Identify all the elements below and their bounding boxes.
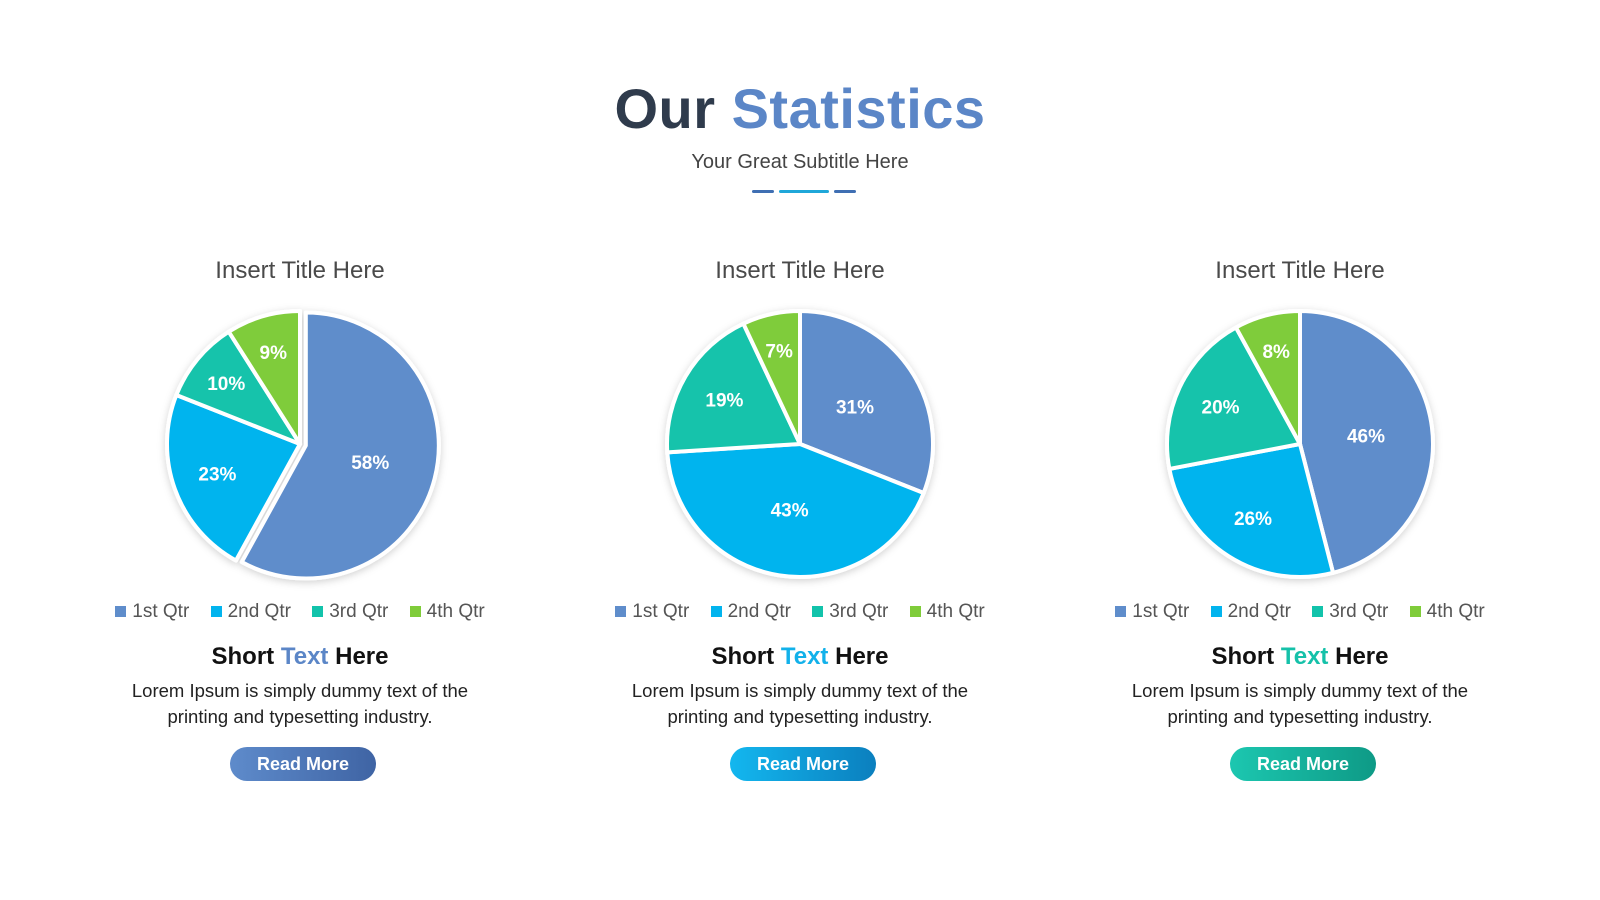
legend-label: 4th Qtr xyxy=(426,601,485,622)
legend-label: 1st Qtr xyxy=(1132,601,1190,622)
title-divider xyxy=(752,190,860,194)
stat-panel-1: Insert Title Here 58% 23% 10% 9% 1st Qtr 2n… xyxy=(80,250,520,790)
pie-slice-1st-qtr xyxy=(1298,309,1435,575)
short-title-a: Short xyxy=(711,643,775,670)
pie-data-label: 7% xyxy=(765,342,793,363)
legend-item-q2: 2nd Qtr xyxy=(210,600,291,624)
short-title-accent: Text xyxy=(780,643,829,670)
legend-item-q1: 1st Qtr xyxy=(615,600,689,624)
read-more-button[interactable]: Read More xyxy=(730,747,876,781)
pie-slice-3rd-qtr xyxy=(665,321,802,455)
short-title-accent: Text xyxy=(1280,643,1329,670)
short-title: Short Text Here xyxy=(1080,642,1520,672)
legend-swatch xyxy=(1312,606,1324,617)
short-title-c: Here xyxy=(835,643,889,670)
legend-swatch xyxy=(409,606,421,617)
short-title-a: Short xyxy=(211,643,275,670)
pie-slice-4th-qtr xyxy=(741,309,802,446)
legend-label: 3rd Qtr xyxy=(1329,601,1389,622)
legend-label: 2nd Qtr xyxy=(727,601,791,622)
legend-swatch xyxy=(1115,606,1127,617)
pie-data-label: 31% xyxy=(836,398,874,419)
legend-swatch xyxy=(210,606,222,617)
pie-slice-4th-qtr xyxy=(1233,309,1302,446)
legend-label: 2nd Qtr xyxy=(227,601,291,622)
stat-panel-2: Insert Title Here 31% 43% 19% 7% 1st Qtr 2n… xyxy=(580,250,1020,790)
pie-data-label: 9% xyxy=(260,343,288,364)
legend-item-q2: 2nd Qtr xyxy=(710,600,791,624)
legend-swatch xyxy=(615,606,627,617)
legend-swatch xyxy=(1409,606,1421,617)
pie-slice-2nd-qtr xyxy=(165,393,302,563)
legend-item-q2: 2nd Qtr xyxy=(1210,600,1291,624)
legend-swatch xyxy=(710,606,722,617)
pie-slice-4th-qtr xyxy=(226,309,302,446)
panel-description: Lorem Ipsum is simply dummy text of the … xyxy=(131,680,469,727)
divider-segment-center xyxy=(779,190,829,193)
stat-panel-3: Insert Title Here 46% 26% 20% 8% 1st Qtr 2n… xyxy=(1080,250,1520,790)
pie-slice-1st-qtr xyxy=(798,309,935,495)
chart-title: Insert Title Here xyxy=(1215,257,1385,284)
legend-label: 1st Qtr xyxy=(132,601,190,622)
legend-swatch xyxy=(312,606,324,617)
page-title-part1: Our xyxy=(614,77,716,140)
pie-chart-3: 46% 26% 20% 8% xyxy=(1165,309,1435,579)
pie-slice-2nd-qtr xyxy=(1167,442,1336,579)
pie-chart-2: 31% 43% 19% 7% xyxy=(665,309,935,579)
pie-slice-2nd-qtr xyxy=(665,442,926,579)
read-more-button[interactable]: Read More xyxy=(230,747,376,781)
chart-title: Insert Title Here xyxy=(715,257,885,284)
pie-data-label: 43% xyxy=(771,501,809,522)
legend-item-q3: 3rd Qtr xyxy=(312,600,388,624)
divider-segment-left xyxy=(752,190,774,193)
legend-item-q1: 1st Qtr xyxy=(115,600,189,624)
pie-data-label: 10% xyxy=(207,374,245,395)
pie-slice-3rd-qtr xyxy=(1165,325,1302,471)
pie-data-label: 8% xyxy=(1262,342,1290,363)
page-title: Our Statistics xyxy=(0,76,1600,142)
pie-data-label: 46% xyxy=(1347,427,1385,448)
legend-item-q3: 3rd Qtr xyxy=(812,600,888,624)
panel-description: Lorem Ipsum is simply dummy text of the … xyxy=(631,680,969,727)
legend-item-q4: 4th Qtr xyxy=(409,600,485,624)
short-title: Short Text Here xyxy=(580,642,1020,672)
short-title-a: Short xyxy=(1211,643,1275,670)
page-subtitle: Your Great Subtitle Here xyxy=(691,151,909,173)
panel-description: Lorem Ipsum is simply dummy text of the … xyxy=(1131,680,1469,727)
pie-data-label: 20% xyxy=(1202,398,1240,419)
read-more-button[interactable]: Read More xyxy=(1230,747,1376,781)
legend-label: 3rd Qtr xyxy=(829,601,889,622)
short-title-c: Here xyxy=(335,643,389,670)
pie-chart-1: 58% 23% 10% 9% xyxy=(165,309,441,581)
legend-swatch xyxy=(115,606,127,617)
legend-swatch xyxy=(812,606,824,617)
short-title-accent: Text xyxy=(280,643,329,670)
chart-legend: 1st Qtr 2nd Qtr 3rd Qtr 4th Qtr xyxy=(1080,600,1520,624)
legend-label: 3rd Qtr xyxy=(329,601,389,622)
pie-data-label: 26% xyxy=(1234,509,1272,530)
legend-label: 1st Qtr xyxy=(632,601,690,622)
short-title-c: Here xyxy=(1335,643,1389,670)
pie-data-label: 23% xyxy=(198,465,236,486)
legend-label: 4th Qtr xyxy=(926,601,985,622)
legend-item-q1: 1st Qtr xyxy=(1115,600,1189,624)
legend-label: 2nd Qtr xyxy=(1227,601,1291,622)
legend-label: 4th Qtr xyxy=(1426,601,1485,622)
chart-legend: 1st Qtr 2nd Qtr 3rd Qtr 4th Qtr xyxy=(80,600,520,624)
legend-swatch xyxy=(909,606,921,617)
legend-item-q4: 4th Qtr xyxy=(1409,600,1485,624)
page-title-part2: Statistics xyxy=(731,77,986,140)
legend-item-q4: 4th Qtr xyxy=(909,600,985,624)
pie-data-label: 58% xyxy=(351,453,389,474)
pie-slice-1st-qtr xyxy=(239,310,441,581)
chart-legend: 1st Qtr 2nd Qtr 3rd Qtr 4th Qtr xyxy=(580,600,1020,624)
legend-swatch xyxy=(1210,606,1222,617)
divider-segment-right xyxy=(834,190,856,193)
short-title: Short Text Here xyxy=(80,642,520,672)
chart-title: Insert Title Here xyxy=(215,257,385,284)
pie-data-label: 19% xyxy=(705,390,743,411)
legend-item-q3: 3rd Qtr xyxy=(1312,600,1388,624)
